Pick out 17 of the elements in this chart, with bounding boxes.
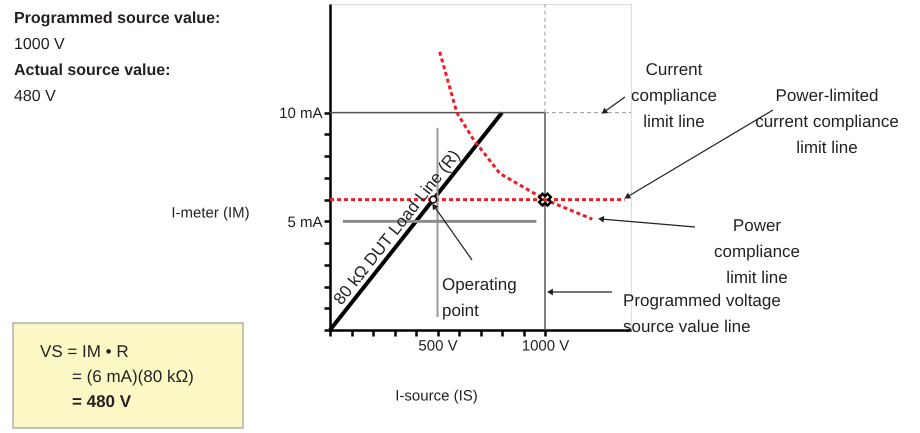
text: Power compliance limit line: [714, 216, 800, 287]
series-label: Current compliance limit line: [631, 60, 717, 131]
text: = 480 V: [72, 392, 132, 411]
text: 1000 V: [14, 36, 66, 53]
text: Actual source value:: [14, 62, 170, 79]
text: 480 V: [14, 88, 56, 105]
text: Operating point: [442, 275, 517, 320]
y-tick-label: 5 mA: [287, 214, 322, 231]
text: Power-limited current compliance limit line: [755, 86, 899, 157]
x-tick-label: 500 V: [418, 338, 458, 354]
x-axis-title: I-source (IS): [395, 388, 478, 404]
text: Programmed voltage source value line: [623, 291, 781, 336]
y-axis-title: I-meter (IM): [171, 204, 250, 222]
y-tick-label: 10 mA: [279, 105, 322, 122]
text: Programmed source value:: [14, 10, 220, 27]
text: = (6 mA)(80 kΩ): [72, 367, 194, 386]
text: VS = IM • R: [40, 342, 129, 361]
